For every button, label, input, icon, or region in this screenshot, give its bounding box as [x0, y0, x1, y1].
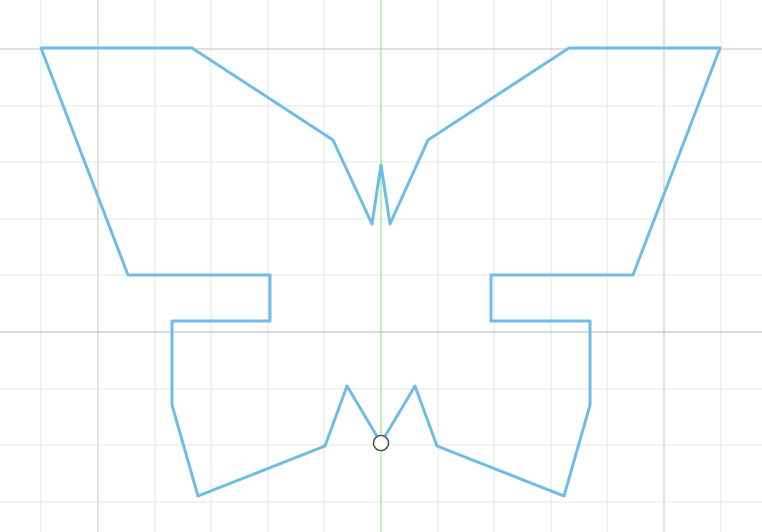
circle-point-icon[interactable]: [372, 434, 390, 452]
butterfly-sketch-profile[interactable]: [39, 46, 722, 498]
